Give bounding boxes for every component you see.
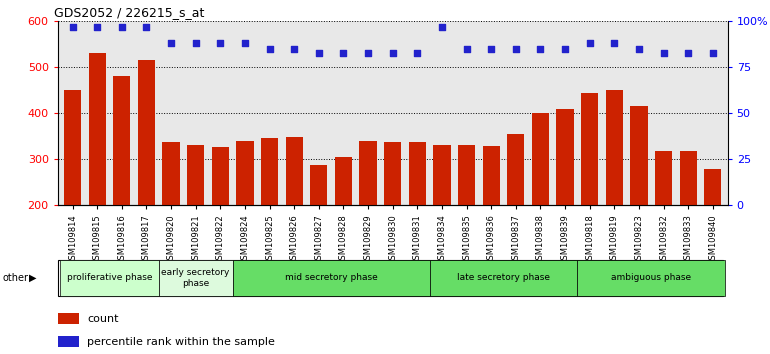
Bar — [483, 147, 500, 297]
Point — [460, 46, 473, 52]
Point — [608, 40, 621, 46]
Bar — [310, 165, 327, 297]
Bar — [655, 151, 672, 297]
Text: count: count — [87, 314, 119, 324]
Point — [189, 40, 202, 46]
Point — [633, 46, 645, 52]
Text: ▶: ▶ — [29, 273, 37, 283]
Bar — [606, 90, 623, 297]
Text: ambiguous phase: ambiguous phase — [611, 273, 691, 282]
Bar — [286, 137, 303, 297]
Text: percentile rank within the sample: percentile rank within the sample — [87, 337, 275, 347]
Bar — [60, 260, 159, 296]
Point — [411, 50, 424, 55]
Bar — [113, 76, 130, 297]
Point — [584, 40, 596, 46]
Bar — [64, 90, 81, 297]
Text: mid secretory phase: mid secretory phase — [285, 273, 377, 282]
Point — [534, 46, 547, 52]
Bar — [236, 141, 253, 297]
Bar — [430, 260, 578, 296]
Bar — [434, 145, 450, 297]
Point — [313, 50, 325, 55]
Point — [239, 40, 251, 46]
Point — [436, 24, 448, 30]
Point — [165, 40, 177, 46]
Point — [707, 50, 719, 55]
Text: GDS2052 / 226215_s_at: GDS2052 / 226215_s_at — [55, 6, 205, 19]
Text: early secretory
phase: early secretory phase — [162, 268, 230, 287]
Bar — [458, 144, 475, 297]
Bar — [58, 336, 79, 347]
Bar — [680, 151, 697, 297]
Point — [485, 46, 497, 52]
Bar — [409, 142, 426, 297]
Text: other: other — [2, 273, 28, 283]
Bar — [631, 106, 648, 297]
Point — [263, 46, 276, 52]
Bar — [360, 141, 377, 297]
Point — [362, 50, 374, 55]
Bar — [335, 157, 352, 297]
Bar — [578, 260, 725, 296]
Text: proliferative phase: proliferative phase — [67, 273, 152, 282]
Point — [559, 46, 571, 52]
Bar — [507, 134, 524, 297]
Bar — [532, 113, 549, 297]
Bar — [89, 53, 105, 297]
Point — [288, 46, 300, 52]
Bar — [58, 313, 79, 324]
Bar — [212, 147, 229, 297]
Point — [682, 50, 695, 55]
Point — [510, 46, 522, 52]
Bar — [187, 145, 204, 297]
Point — [658, 50, 670, 55]
Bar — [233, 260, 430, 296]
Bar — [581, 93, 598, 297]
Text: late secretory phase: late secretory phase — [457, 273, 550, 282]
Point — [387, 50, 399, 55]
Point — [66, 24, 79, 30]
Bar — [138, 61, 155, 297]
Bar — [557, 109, 574, 297]
Point — [91, 24, 103, 30]
Bar — [162, 142, 179, 297]
Bar — [384, 142, 401, 297]
Bar — [705, 169, 721, 297]
Point — [140, 24, 152, 30]
Point — [337, 50, 350, 55]
Bar — [261, 138, 278, 297]
Point — [116, 24, 128, 30]
Point — [214, 40, 226, 46]
Bar — [159, 260, 233, 296]
